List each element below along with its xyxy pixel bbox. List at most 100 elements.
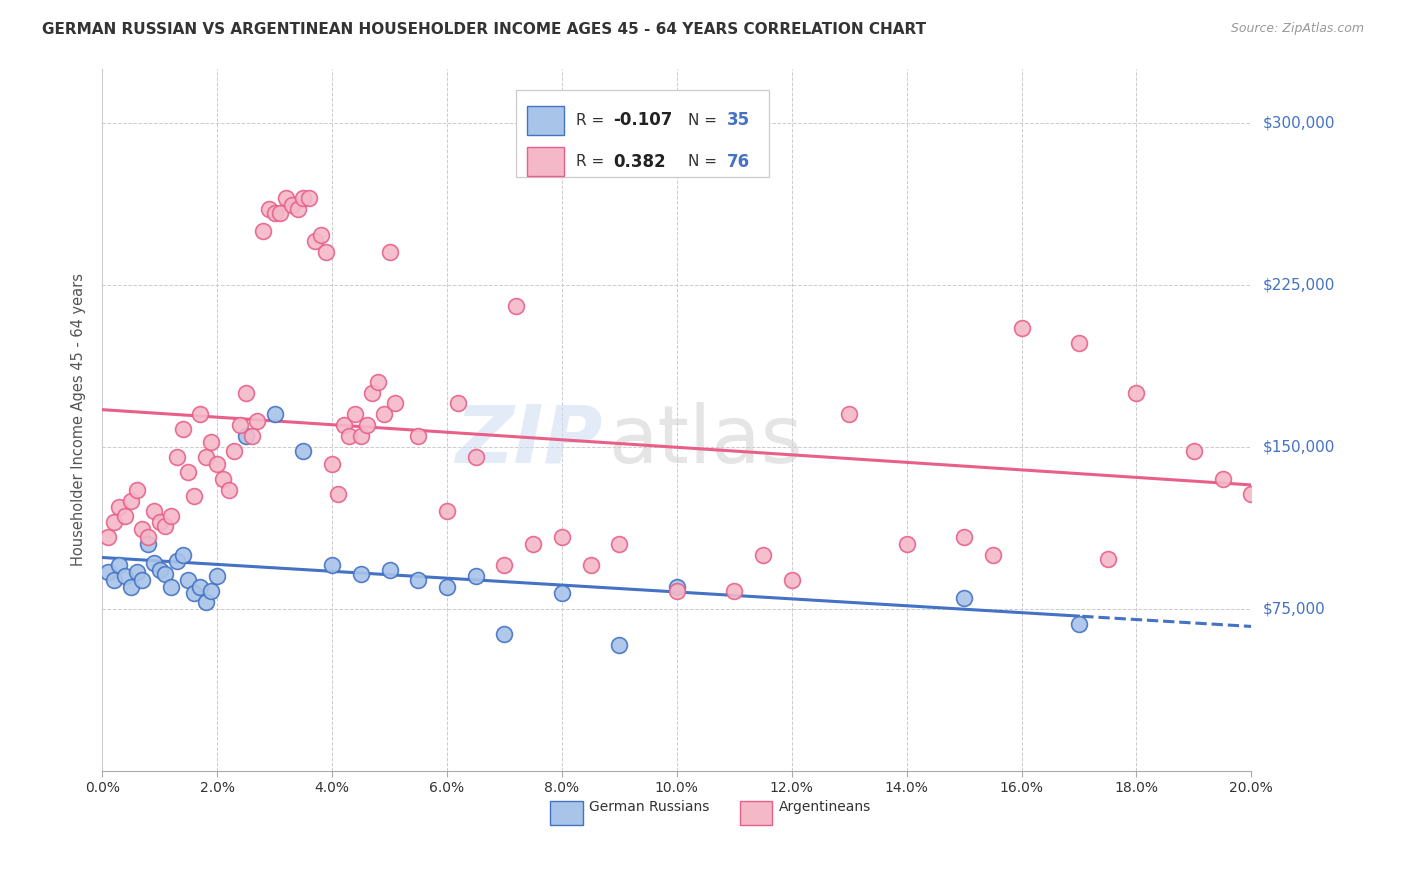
Point	[136, 537, 159, 551]
Text: ZIP: ZIP	[454, 401, 602, 480]
Text: 0.382: 0.382	[613, 153, 666, 170]
Point	[356, 417, 378, 432]
Point	[172, 422, 194, 436]
Point	[1067, 616, 1090, 631]
Point	[281, 197, 304, 211]
Point	[780, 574, 803, 588]
Point	[326, 487, 349, 501]
Point	[97, 530, 120, 544]
Point	[522, 537, 544, 551]
Point	[224, 443, 246, 458]
Point	[205, 457, 228, 471]
Point	[494, 558, 516, 573]
Point	[723, 584, 745, 599]
Text: N =: N =	[689, 154, 723, 169]
Point	[321, 457, 343, 471]
Point	[896, 537, 918, 551]
Point	[246, 414, 269, 428]
Point	[149, 515, 172, 529]
Point	[579, 558, 602, 573]
Point	[464, 450, 486, 465]
Point	[172, 548, 194, 562]
Point	[752, 548, 775, 562]
Point	[1097, 552, 1119, 566]
Point	[378, 563, 401, 577]
Point	[160, 508, 183, 523]
Point	[350, 567, 373, 582]
Text: $300,000: $300,000	[1263, 115, 1336, 130]
Point	[287, 202, 309, 216]
Point	[131, 522, 153, 536]
Text: R =: R =	[575, 112, 609, 128]
Point	[257, 202, 280, 216]
Point	[240, 429, 263, 443]
Point	[114, 569, 136, 583]
Bar	[550, 801, 582, 824]
Point	[108, 500, 131, 514]
Point	[136, 530, 159, 544]
Point	[125, 565, 148, 579]
Point	[274, 191, 297, 205]
Point	[263, 206, 285, 220]
Point	[97, 565, 120, 579]
Point	[344, 407, 367, 421]
Point	[252, 223, 274, 237]
Point	[447, 396, 470, 410]
Point	[200, 584, 222, 599]
Point	[607, 537, 630, 551]
Text: Argentineans: Argentineans	[779, 800, 872, 814]
Point	[350, 429, 373, 443]
Point	[212, 472, 235, 486]
Point	[218, 483, 240, 497]
Text: atlas: atlas	[607, 401, 803, 480]
Point	[292, 191, 315, 205]
Text: 76: 76	[727, 153, 751, 170]
Point	[361, 385, 384, 400]
Point	[155, 567, 177, 582]
Point	[229, 417, 252, 432]
Text: Source: ZipAtlas.com: Source: ZipAtlas.com	[1230, 22, 1364, 36]
Text: German Russians: German Russians	[589, 800, 710, 814]
Point	[194, 450, 217, 465]
Bar	[740, 801, 772, 824]
Point	[103, 574, 125, 588]
Point	[235, 429, 257, 443]
Point	[166, 450, 188, 465]
Bar	[527, 105, 564, 135]
Point	[114, 508, 136, 523]
Point	[337, 429, 360, 443]
Point	[108, 558, 131, 573]
Point	[1011, 320, 1033, 334]
Point	[125, 483, 148, 497]
Point	[953, 530, 976, 544]
Point	[103, 515, 125, 529]
Point	[309, 227, 332, 242]
Point	[838, 407, 860, 421]
Point	[142, 504, 165, 518]
Text: 35: 35	[727, 112, 751, 129]
Point	[1212, 472, 1234, 486]
Point	[183, 586, 205, 600]
Point	[494, 627, 516, 641]
Point	[373, 407, 395, 421]
Point	[304, 235, 326, 249]
Point	[378, 245, 401, 260]
Text: $150,000: $150,000	[1263, 439, 1336, 454]
Point	[981, 548, 1004, 562]
Point	[665, 580, 688, 594]
Point	[464, 569, 486, 583]
FancyBboxPatch shape	[516, 89, 769, 178]
Point	[953, 591, 976, 605]
Point	[1067, 335, 1090, 350]
Point	[551, 530, 574, 544]
Point	[183, 489, 205, 503]
Text: -0.107: -0.107	[613, 112, 673, 129]
Point	[332, 417, 354, 432]
Point	[315, 245, 337, 260]
Point	[406, 429, 429, 443]
Text: $225,000: $225,000	[1263, 277, 1336, 292]
Bar	[527, 147, 564, 177]
Point	[188, 407, 211, 421]
Point	[436, 580, 458, 594]
Point	[177, 574, 200, 588]
